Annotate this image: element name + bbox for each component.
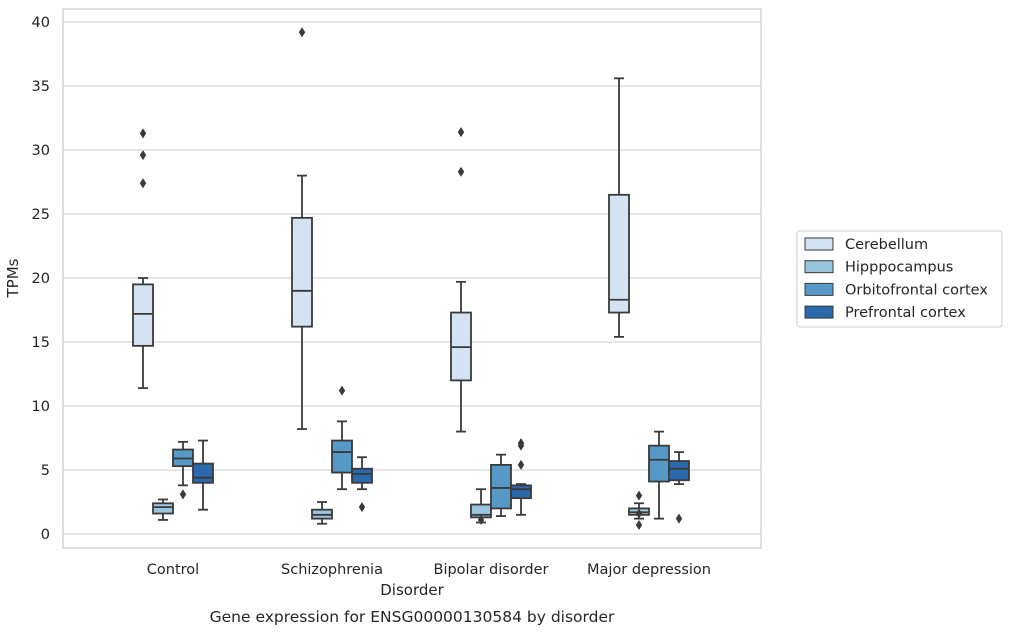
box-0-2 (450, 127, 472, 433)
x-tick-labels: Control Schizophrenia Bipolar disorder Majo… (147, 562, 711, 578)
box-iqr (132, 283, 154, 347)
outlier-point (179, 489, 187, 500)
outlier-point (635, 520, 643, 531)
legend-label: Prefrontal cortex (845, 305, 966, 321)
legend-swatch (804, 237, 834, 251)
box-2-1 (331, 385, 353, 491)
box-1-0 (152, 498, 174, 521)
legend-swatch (804, 282, 834, 296)
legend: Cerebellum Hipppocampus Orbitofrontal cort… (796, 230, 1003, 328)
y-tick-labels: 0 5 10 15 20 25 30 35 40 (32, 15, 50, 543)
legend-swatch (804, 260, 834, 274)
box-iqr (608, 193, 630, 314)
y-tick-label: 25 (32, 207, 50, 223)
outlier-point (517, 459, 525, 470)
box-1-1 (311, 501, 333, 525)
box-iqr (192, 462, 214, 484)
outlier-point (477, 514, 485, 525)
y-tick-label: 40 (32, 15, 50, 31)
y-tick-label: 30 (32, 143, 50, 159)
y-axis-label: TPMs (4, 258, 22, 298)
box-iqr (331, 439, 353, 474)
outlier-point (635, 508, 643, 519)
outlier-point (358, 502, 366, 513)
outlier-point (298, 27, 306, 38)
legend-swatch (804, 305, 834, 319)
box-iqr (648, 444, 670, 483)
plot-frame (62, 8, 762, 549)
x-tick-label: Schizophrenia (281, 562, 383, 578)
box-series (132, 27, 690, 531)
box-iqr (351, 467, 373, 484)
y-tick-label: 20 (32, 271, 50, 287)
y-tick-label: 5 (41, 463, 50, 479)
box-iqr (490, 463, 512, 510)
box-1-2 (470, 488, 492, 525)
box-1-3 (628, 490, 650, 531)
outlier-point (457, 127, 465, 138)
box-3-1 (351, 456, 373, 513)
box-iqr (291, 216, 313, 328)
box-3-0 (192, 439, 214, 511)
y-tick-label: 0 (41, 527, 50, 543)
legend-label: Cerebellum (845, 237, 928, 253)
outlier-point (635, 490, 643, 501)
legend-label: Hipppocampus (845, 260, 953, 276)
legend-label: Orbitofrontal cortex (845, 282, 988, 298)
box-3-3 (668, 451, 690, 524)
y-tick-label: 35 (32, 79, 50, 95)
gridlines (63, 21, 761, 535)
box-0-3 (608, 77, 630, 338)
outlier-point (457, 166, 465, 177)
box-0-1 (291, 27, 313, 430)
y-tick-label: 15 (32, 335, 50, 351)
box-0-0 (132, 128, 154, 389)
outlier-point (139, 178, 147, 189)
box-3-2 (510, 438, 532, 516)
legend-frame (796, 230, 1003, 328)
box-iqr (668, 460, 690, 482)
outlier-point (675, 513, 683, 524)
box-2-0 (172, 440, 194, 500)
chart-caption: Gene expression for ENSG00000130584 by d… (210, 608, 615, 626)
x-tick-label: Control (147, 562, 199, 578)
outlier-point (517, 438, 525, 449)
outlier-point (139, 128, 147, 139)
outlier-point (338, 385, 346, 396)
x-tick-label: Major depression (587, 562, 711, 578)
y-tick-label: 10 (32, 399, 50, 415)
x-axis-label: Disorder (380, 581, 444, 599)
x-tick-label: Bipolar disorder (434, 562, 549, 578)
outlier-point (139, 150, 147, 161)
box-iqr (510, 484, 532, 500)
box-iqr (152, 502, 174, 515)
